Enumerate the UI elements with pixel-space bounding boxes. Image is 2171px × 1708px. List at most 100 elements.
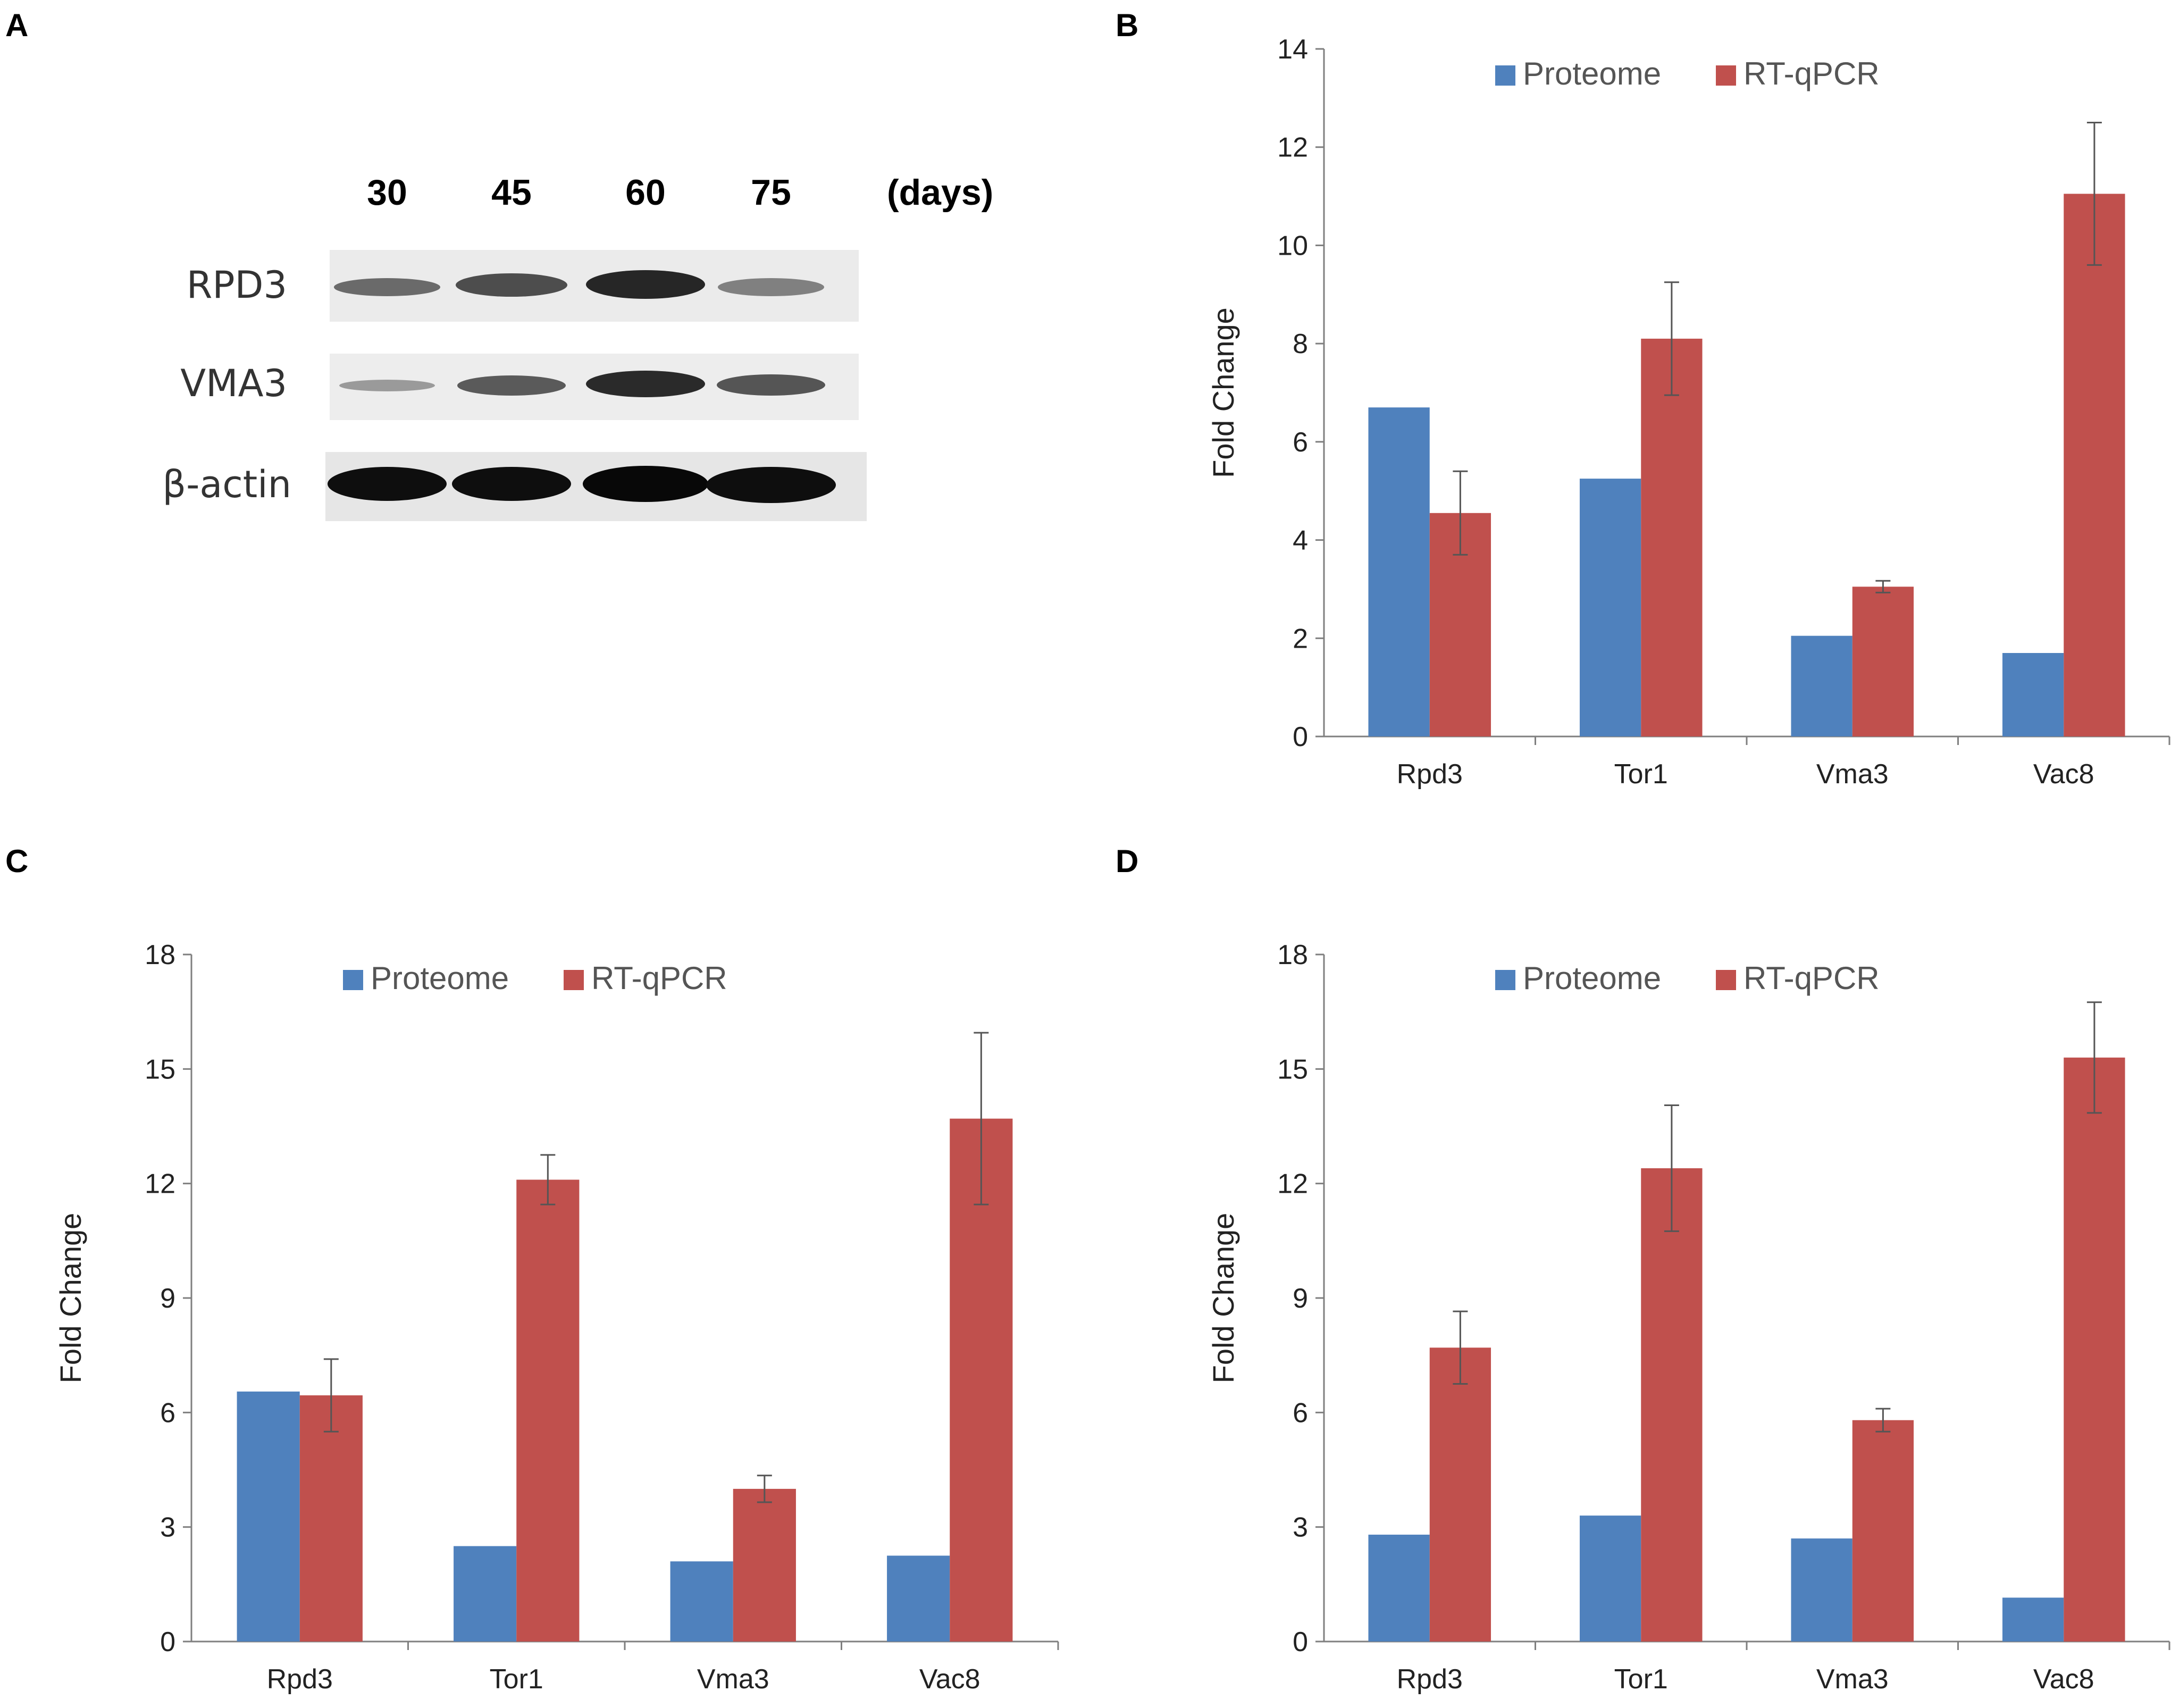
x-tick-label: Vac8 xyxy=(2033,1664,2094,1695)
x-tick-label: Rpd3 xyxy=(1397,759,1463,790)
y-tick-label: 14 xyxy=(1277,34,1308,65)
panel-label-d: D xyxy=(1116,843,1138,879)
y-tick-label: 6 xyxy=(1293,1397,1308,1428)
legend-swatch-rt-qpcr xyxy=(1716,65,1736,86)
bar-proteome-tor1 xyxy=(454,1546,517,1642)
y-tick-label: 15 xyxy=(1277,1054,1308,1085)
bar-rt-qpcr-vma3 xyxy=(1852,1420,1914,1642)
legend-label-rt-qpcr: RT-qPCR xyxy=(591,960,727,996)
blot-band-actin-60 xyxy=(583,466,708,502)
bar-rt-qpcr-vac8 xyxy=(2064,194,2125,736)
y-tick-label: 9 xyxy=(1293,1283,1308,1314)
lane-label-60: 60 xyxy=(625,172,666,213)
bar-rt-qpcr-vac8 xyxy=(950,1118,1013,1642)
y-tick-label: 0 xyxy=(1293,722,1308,752)
blot-row-label-beta-actin: β-actin xyxy=(162,463,291,506)
y-tick-label: 15 xyxy=(145,1054,175,1085)
legend-label-rt-qpcr: RT-qPCR xyxy=(1743,56,1880,91)
bar-rt-qpcr-rpd3 xyxy=(299,1395,363,1642)
bar-rt-qpcr-tor1 xyxy=(516,1179,580,1642)
y-tick-label: 8 xyxy=(1293,329,1308,359)
panel-label-b: B xyxy=(1116,7,1138,43)
y-tick-label: 3 xyxy=(160,1512,175,1543)
blot-band-vma3-60 xyxy=(586,371,705,397)
x-tick-label: Vma3 xyxy=(1816,759,1889,790)
western-blot: 30 45 60 75 (days) RPD3 VMA3 β-actin xyxy=(162,172,993,521)
bar-proteome-vac8 xyxy=(887,1555,950,1642)
bar-proteome-vma3 xyxy=(1791,1538,1853,1642)
blot-band-actin-45 xyxy=(452,467,571,501)
bar-rt-qpcr-vma3 xyxy=(1852,587,1914,736)
x-tick-label: Tor1 xyxy=(1614,1664,1668,1695)
blot-band-vma3-75 xyxy=(717,374,825,396)
x-tick-label: Vac8 xyxy=(919,1664,980,1695)
blot-band-rpd3-75 xyxy=(718,278,824,296)
legend-swatch-proteome xyxy=(1495,970,1515,990)
bar-rt-qpcr-tor1 xyxy=(1641,338,1703,736)
y-tick-label: 18 xyxy=(145,940,175,970)
lane-label-45: 45 xyxy=(491,172,532,213)
y-axis-title: Fold Change xyxy=(1206,307,1240,478)
legend-swatch-rt-qpcr xyxy=(1716,970,1736,990)
bar-proteome-vac8 xyxy=(2002,652,2064,736)
x-tick-label: Vac8 xyxy=(2033,759,2094,790)
bar-rt-qpcr-tor1 xyxy=(1641,1168,1703,1642)
bar-proteome-rpd3 xyxy=(237,1391,300,1642)
blot-band-rpd3-30 xyxy=(334,278,440,296)
x-tick-label: Vma3 xyxy=(697,1664,769,1695)
bar-proteome-tor1 xyxy=(1579,479,1641,736)
legend-swatch-proteome xyxy=(1495,65,1515,86)
bar-proteome-tor1 xyxy=(1579,1516,1641,1642)
legend-label-rt-qpcr: RT-qPCR xyxy=(1743,960,1880,996)
blot-band-actin-75 xyxy=(706,467,836,503)
chart-panel-d: 0 3 6 9 12 15 18 Fold Change Rpd3 Tor1 Vma3 Vac8 Pro… xyxy=(1206,940,2170,1695)
blot-row-label-rpd3: RPD3 xyxy=(187,263,287,307)
chart-panel-b: 0 2 4 6 8 10 12 14 Fold Change Rpd3 Tor1 Vma3 Vac8 Pr… xyxy=(1206,34,2170,790)
y-tick-label: 0 xyxy=(1293,1627,1308,1657)
y-tick-label: 6 xyxy=(1293,427,1308,458)
x-tick-label: Rpd3 xyxy=(1397,1664,1463,1695)
legend-swatch-proteome xyxy=(343,970,363,990)
panel-label-c: C xyxy=(5,843,28,879)
y-tick-label: 6 xyxy=(160,1397,175,1428)
x-tick-label: Tor1 xyxy=(490,1664,543,1695)
chart-panel-c: 0 3 6 9 12 15 18 Fold Change Rpd3 Tor1 Vma3 Vac8 Pro… xyxy=(54,940,1059,1695)
x-tick-label: Tor1 xyxy=(1614,759,1668,790)
y-tick-label: 9 xyxy=(160,1283,175,1314)
y-axis-title: Fold Change xyxy=(54,1213,87,1384)
blot-row-label-vma3: VMA3 xyxy=(180,362,287,405)
bar-rt-qpcr-vac8 xyxy=(2064,1057,2125,1642)
y-tick-label: 12 xyxy=(1277,132,1308,163)
legend-label-proteome: Proteome xyxy=(371,960,509,996)
lane-label-30: 30 xyxy=(367,172,407,213)
bar-proteome-rpd3 xyxy=(1368,407,1430,736)
y-tick-label: 18 xyxy=(1277,940,1308,970)
y-tick-label: 0 xyxy=(160,1627,175,1657)
y-tick-label: 3 xyxy=(1293,1512,1308,1543)
bar-rt-qpcr-rpd3 xyxy=(1429,1347,1491,1642)
legend-swatch-rt-qpcr xyxy=(564,970,584,990)
blot-band-vma3-30 xyxy=(339,380,435,391)
y-axis-title: Fold Change xyxy=(1206,1213,1240,1384)
y-tick-label: 2 xyxy=(1293,623,1308,654)
bar-proteome-vma3 xyxy=(670,1561,733,1642)
bar-proteome-vac8 xyxy=(2002,1597,2064,1642)
blot-band-actin-30 xyxy=(328,467,447,501)
x-tick-label: Rpd3 xyxy=(267,1664,333,1695)
y-tick-label: 12 xyxy=(1277,1169,1308,1200)
blot-band-rpd3-60 xyxy=(586,270,705,299)
lane-label-75: 75 xyxy=(751,172,791,213)
y-tick-label: 4 xyxy=(1293,525,1308,556)
x-tick-label: Vma3 xyxy=(1816,1664,1889,1695)
y-tick-label: 10 xyxy=(1277,230,1308,261)
blot-band-vma3-45 xyxy=(457,375,566,396)
bar-proteome-vma3 xyxy=(1791,635,1853,736)
bar-rt-qpcr-vma3 xyxy=(733,1488,796,1642)
panel-label-a: A xyxy=(5,7,28,43)
blot-band-rpd3-45 xyxy=(456,273,567,297)
y-tick-label: 12 xyxy=(145,1169,175,1200)
bar-proteome-rpd3 xyxy=(1368,1535,1430,1642)
legend-label-proteome: Proteome xyxy=(1523,960,1661,996)
lane-unit-label: (days) xyxy=(887,172,993,213)
